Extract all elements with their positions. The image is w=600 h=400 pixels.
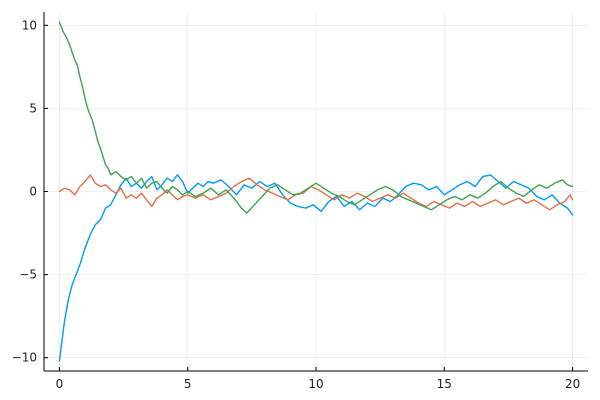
y-tick-label: 10 [22,18,37,32]
x-tick-label: 5 [184,377,192,391]
tick-labels: 0 5 10 15 20 −10 −5 0 5 10 [12,18,581,391]
x-tick-label: 0 [56,377,64,391]
x-tick-label: 10 [308,377,323,391]
y-tick-label: 5 [29,101,37,115]
y-tick-label: −5 [19,268,37,282]
x-tick-label: 15 [437,377,452,391]
x-tick-label: 20 [565,377,580,391]
grid [44,12,588,371]
series-line-2 [58,174,574,211]
axes [43,12,588,372]
y-tick-label: 0 [29,185,37,199]
series-line-3 [58,21,574,214]
series-lines [58,21,574,362]
y-tick-label: −10 [12,351,37,365]
